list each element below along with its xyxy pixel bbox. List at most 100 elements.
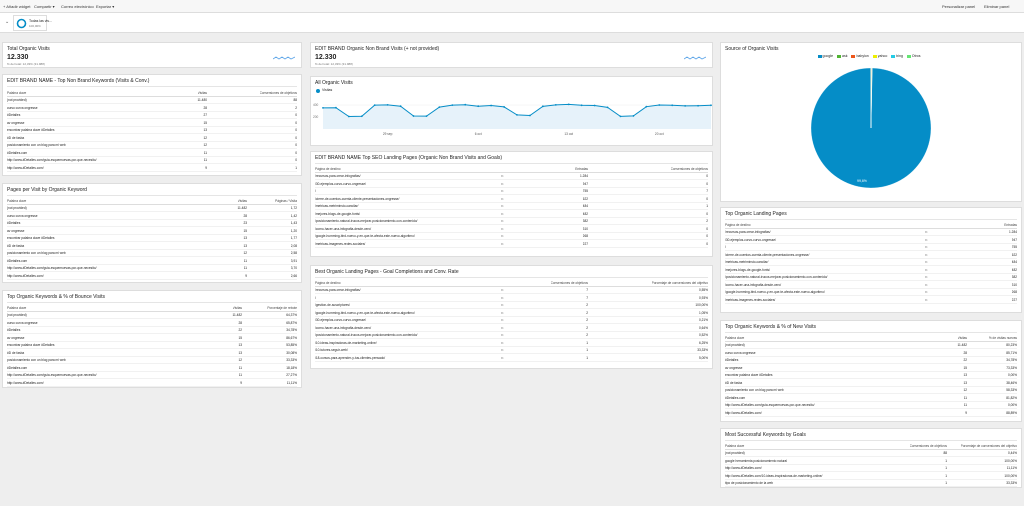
table-row[interactable]: (not provided) 11.480 88 — [7, 97, 297, 104]
pie-slice-otros[interactable] — [870, 67, 873, 129]
visits-point[interactable] — [710, 104, 712, 107]
table-row[interactable]: http://www.#Detalles.com/9 1 — [7, 164, 297, 172]
table-row[interactable]: av ongresse 15 0 — [7, 119, 297, 127]
visits-point[interactable] — [347, 115, 350, 118]
table-row[interactable]: /como-hacer-una-infografia-desde-cero/2 0… — [315, 324, 708, 332]
table-row[interactable]: /cierre-de-cuentos-cuenta-cliente-presen… — [315, 195, 708, 203]
open-link-icon[interactable]: ⧉ — [925, 230, 928, 234]
open-link-icon[interactable]: ⧉ — [501, 340, 504, 345]
visits-point[interactable] — [335, 106, 337, 109]
open-link-icon[interactable]: ⧉ — [501, 211, 504, 216]
visits-point[interactable] — [516, 114, 518, 116]
delete-dashboard-button[interactable]: Eliminar panel — [984, 4, 1010, 9]
visits-point[interactable] — [399, 105, 402, 108]
table-row[interactable]: curso curva ongresse 28 85,71% — [725, 349, 1017, 357]
open-link-icon[interactable]: ⧉ — [925, 252, 928, 257]
visits-point[interactable] — [697, 104, 699, 107]
visits-point[interactable] — [658, 104, 661, 106]
open-link-icon[interactable]: ⧉ — [501, 174, 504, 178]
table-row[interactable]: #Detalles.com 11 18,18% — [7, 364, 297, 372]
visits-point[interactable] — [412, 115, 415, 117]
table-row[interactable]: /metricas-metriminsto-cancilar/484 ⧉ — [725, 259, 1017, 266]
legend-item[interactable]: Otros — [906, 54, 920, 58]
table-row[interactable]: /mejores-blogs-de-google-fonts/482 0 ⧉ — [315, 210, 708, 218]
table-row[interactable]: /10-tutores-seguir-web/1 33,33% ⧉ — [315, 347, 708, 354]
table-row[interactable]: /30-ejemplos-curvo-curvo-ongresse/947 ⧉ — [725, 236, 1017, 244]
table-row[interactable]: /como-hacer-una-infografia-desde-cero/31… — [725, 281, 1017, 289]
visits-point[interactable] — [360, 115, 363, 118]
open-link-icon[interactable]: ⧉ — [925, 245, 928, 249]
visits-point[interactable] — [503, 106, 505, 108]
table-row[interactable]: encontrar palabra clave #Detalles 13 53,85… — [7, 342, 297, 349]
table-row[interactable]: encontrar palabra clave #Detalles 13 0 — [7, 127, 297, 134]
table-row[interactable]: /recursos-para-crear-infografias/7 0,55% ⧉ — [315, 287, 708, 294]
visits-point[interactable] — [373, 104, 376, 107]
table-row[interactable]: http://www.#Detalles.com/9 11,11% — [7, 379, 297, 387]
open-link-icon[interactable]: ⧉ — [501, 204, 504, 208]
legend-item[interactable]: yahoo — [872, 54, 887, 58]
table-row[interactable]: curso curva ongresse 28 2 — [7, 104, 297, 112]
table-row[interactable]: /posicionamiento-natural-trucos-mejorar-… — [315, 218, 708, 225]
open-link-icon[interactable]: ⧉ — [501, 219, 504, 223]
table-row[interactable]: / 755 7 ⧉ — [315, 188, 708, 195]
share-button[interactable]: Compartir ▾ — [34, 4, 55, 9]
visits-point[interactable] — [490, 104, 493, 107]
table-row[interactable]: http://www.#Detalles.com/9 88,89% — [725, 409, 1017, 417]
table-row[interactable]: /metricas-imagenes-redes-sociales/227 0 ⧉ — [315, 240, 708, 248]
table-row[interactable]: #Detalles.com 11 81,82% — [725, 394, 1017, 402]
visits-point[interactable] — [593, 104, 596, 107]
table-row[interactable]: /como-hacer-una-infografia-desde-cero/31… — [315, 225, 708, 233]
table-row[interactable]: #D de fasba 13 38,46% — [725, 379, 1017, 387]
table-row[interactable]: posicionamiento con un blog para mi web 1… — [725, 387, 1017, 394]
table-row[interactable]: /google-humming-bird-nuevo-y-en-que-te-a… — [315, 233, 708, 240]
table-row[interactable]: /gestion-de-suscriptores/2 100,00% ⧉ — [315, 302, 708, 309]
open-link-icon[interactable]: ⧉ — [925, 290, 928, 294]
table-row[interactable]: #Detalles 22 34,78% — [7, 327, 297, 334]
visits-point[interactable] — [580, 104, 583, 107]
table-row[interactable]: /30-ejemplos-curvo-curvo-ongresse/947 0 ⧉ — [315, 180, 708, 188]
table-row[interactable]: #D de fasba 12 0 — [7, 134, 297, 142]
export-button[interactable]: Exportar ▾ — [96, 4, 115, 9]
table-row[interactable]: /google-humming-bird-nuevo-y-en-que-te-a… — [315, 309, 708, 317]
visits-point[interactable] — [541, 105, 544, 108]
table-row[interactable]: av ongresse 15 86,67% — [7, 334, 297, 342]
table-row[interactable]: /recursos-para-crear-infografias/1.284 ⧉ — [725, 229, 1017, 236]
table-row[interactable]: /metricas-metriminsto-cancilar/484 1 ⧉ — [315, 203, 708, 210]
visits-point[interactable] — [438, 106, 441, 108]
table-row[interactable]: (not provided) 11.482 80,23% — [725, 342, 1017, 349]
open-link-icon[interactable]: ⧉ — [501, 333, 504, 337]
open-link-icon[interactable]: ⧉ — [501, 325, 504, 330]
table-row[interactable]: tipo de posicionamiento de la web 1 33,33% — [725, 480, 1017, 487]
open-link-icon[interactable]: ⧉ — [925, 275, 928, 279]
table-row[interactable]: /mejores-blogs-de-google-fonts/482 ⧉ — [725, 266, 1017, 274]
open-link-icon[interactable]: ⧉ — [501, 348, 504, 352]
table-row[interactable]: encontrar palabra clave #Detalles 13 0,00% — [725, 372, 1017, 379]
table-row[interactable]: #Detalles 22 34,78% — [725, 357, 1017, 364]
table-row[interactable]: http://www.#Detalles.com/1 11,11% — [725, 465, 1017, 472]
table-row[interactable]: posicionamiento con un blog para mi web 1… — [7, 250, 297, 257]
table-row[interactable]: (not provided) 11.482 64,37% — [7, 312, 297, 319]
open-link-icon[interactable]: ⧉ — [925, 260, 928, 264]
table-row[interactable]: #D de fasba 13 30,08% — [7, 349, 297, 357]
table-row[interactable]: / 755 ⧉ — [725, 244, 1017, 251]
visits-point[interactable] — [567, 103, 570, 106]
table-row[interactable]: #Detalles 27 0 — [7, 112, 297, 119]
visits-point[interactable] — [464, 103, 467, 106]
visits-point[interactable] — [529, 114, 531, 117]
table-row[interactable]: /google-humming-bird-nuevo-y-en-que-te-a… — [725, 289, 1017, 296]
legend-item[interactable]: bing — [891, 54, 903, 58]
open-link-icon[interactable]: ⧉ — [501, 288, 504, 292]
table-row[interactable]: http://www.#Detalles.com/guia-esquemueva… — [7, 265, 297, 272]
table-row[interactable]: #Detalles 23 1,43 — [7, 220, 297, 227]
visits-point[interactable] — [619, 115, 622, 118]
table-row[interactable]: (not provided) 11.482 1,72 — [7, 205, 297, 212]
table-row[interactable]: posicionamiento con un blog para mi web 1… — [7, 357, 297, 364]
visits-point[interactable] — [554, 103, 557, 106]
open-link-icon[interactable]: ⧉ — [501, 234, 504, 238]
visits-point[interactable] — [425, 115, 428, 117]
legend-item[interactable]: babylon — [851, 54, 869, 58]
open-link-icon[interactable]: ⧉ — [501, 318, 504, 322]
table-row[interactable]: /metricas-imagenes-redes-sociales/227 ⧉ — [725, 296, 1017, 304]
open-link-icon[interactable]: ⧉ — [501, 295, 504, 300]
legend-item[interactable]: ask — [837, 54, 847, 58]
